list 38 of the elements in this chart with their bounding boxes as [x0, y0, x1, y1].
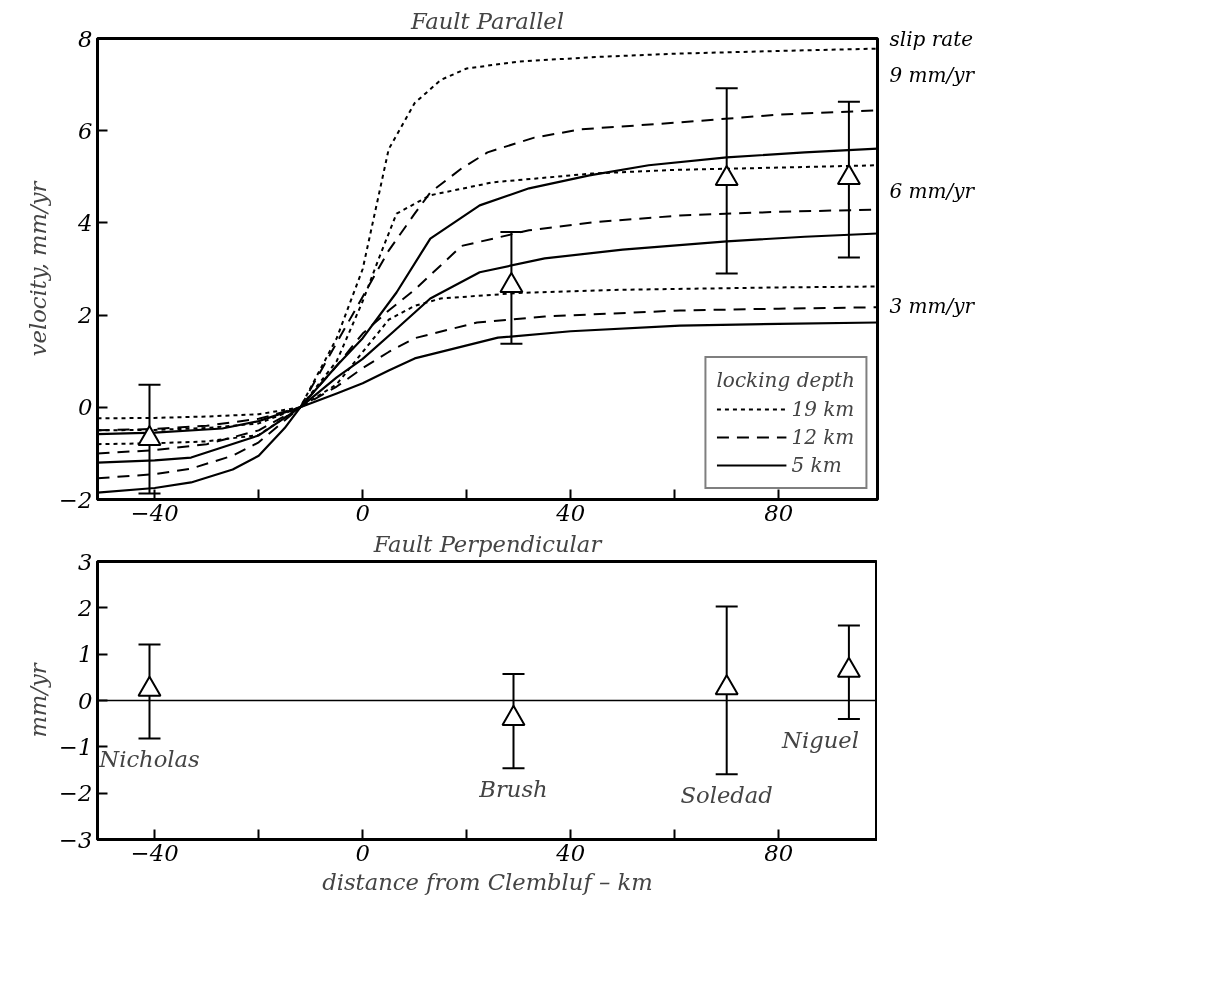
y-axis-title: velocity, mm/yr — [25, 180, 52, 357]
legend-label: 12 km — [791, 425, 855, 449]
x-tick-label: −40 — [130, 499, 179, 526]
x-axis-title: distance from Clembluf – km — [322, 868, 653, 895]
y-tick-label: 0 — [78, 687, 93, 714]
y-axis-title: mm/yr — [25, 662, 52, 738]
text: 6 mm/yr — [889, 178, 976, 203]
annotation: Soledad — [680, 782, 773, 809]
y-tick-label: 3 — [78, 548, 93, 575]
y-tick-label: 4 — [77, 209, 93, 236]
y-tick-label: −2 — [59, 780, 93, 807]
text: 3 mm/yr — [889, 293, 976, 318]
y-tick-label: 8 — [78, 25, 93, 52]
y-tick-label: 2 — [77, 594, 93, 621]
legend-title: locking depth — [716, 368, 855, 392]
x-tick-label: 0 — [355, 499, 370, 526]
y-tick-label: 6 — [78, 117, 93, 144]
text: 9 mm/yr — [889, 63, 976, 88]
x-tick-label: −40 — [130, 839, 179, 866]
x-tick-label: 0 — [355, 839, 370, 866]
annotation: Nicholas — [98, 746, 200, 773]
text: slip rate — [889, 26, 974, 51]
annotation: Niguel — [781, 727, 859, 754]
chart-title: Fault Perpendicular — [372, 530, 603, 557]
legend-label: 5 km — [791, 453, 842, 477]
x-tick-label: 80 — [764, 499, 794, 526]
x-tick-label: 80 — [764, 839, 794, 866]
x-tick-label: 40 — [555, 499, 586, 526]
y-tick-label: −3 — [59, 826, 93, 853]
annotation: Brush — [478, 776, 548, 803]
y-tick-label: −2 — [59, 486, 93, 513]
legend-label: 19 km — [791, 397, 855, 421]
y-tick-label: 2 — [77, 302, 93, 329]
x-tick-label: 40 — [555, 839, 586, 866]
y-tick-label: −1 — [59, 733, 93, 760]
y-tick-label: 0 — [78, 394, 93, 421]
y-tick-label: 1 — [78, 641, 93, 668]
chart-title: Fault Parallel — [409, 7, 565, 34]
